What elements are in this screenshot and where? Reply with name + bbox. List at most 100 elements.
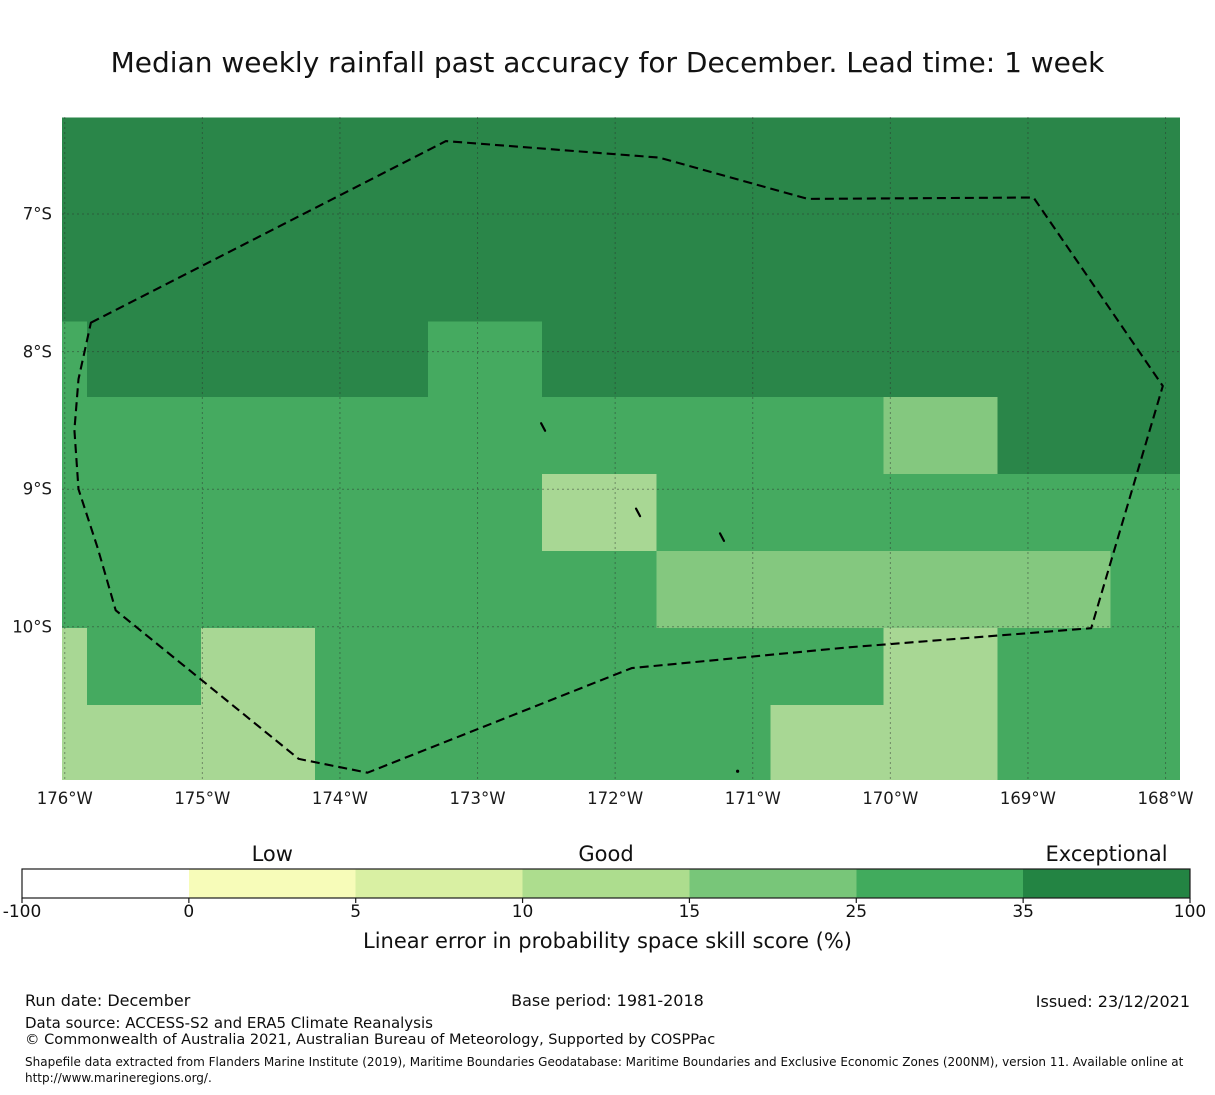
colorbar-tick-label: 100 — [1173, 902, 1207, 922]
map-cell — [770, 551, 885, 629]
map-cell — [656, 321, 772, 398]
x-tick-label: 174°W — [311, 789, 368, 808]
colorbar-frame — [21, 868, 1191, 899]
y-tick-label: 10°S — [12, 617, 52, 637]
colorbar-quality-label: Good — [578, 842, 634, 866]
map-cell — [997, 551, 1112, 629]
map-cell — [315, 705, 429, 781]
map-cell — [428, 474, 543, 552]
map-cell — [656, 628, 772, 706]
map-cell — [1110, 244, 1180, 322]
colorbar-segment — [22, 869, 190, 898]
colorbar-tick-label: 25 — [845, 902, 868, 922]
rainfall-skill-map — [62, 117, 1180, 781]
map-cell — [883, 705, 999, 781]
map-cell — [770, 321, 885, 398]
map-cell — [770, 167, 885, 245]
x-tick-label: 173°W — [449, 789, 506, 808]
map-cell — [62, 705, 88, 781]
colorbar-segment — [856, 869, 1024, 898]
map-cell — [428, 705, 543, 781]
map-cell — [428, 321, 543, 398]
map-cell — [86, 321, 202, 398]
map-cell — [200, 474, 316, 552]
map-cell — [200, 397, 316, 475]
map-cell — [86, 167, 202, 245]
footer-issued-date: Issued: 23/12/2021 — [1035, 992, 1190, 1011]
map-cell — [428, 117, 543, 168]
map-cell — [428, 628, 543, 706]
colorbar-tick-label: 0 — [183, 902, 195, 922]
colorbar-segment — [522, 869, 690, 898]
map-cell — [62, 551, 88, 629]
map-cell — [86, 474, 202, 552]
map-cell — [770, 244, 885, 322]
map-cell — [997, 244, 1112, 322]
colorbar-tick-label: 10 — [511, 902, 534, 922]
map-cell — [542, 551, 658, 629]
map-cell — [1110, 397, 1180, 475]
map-cell — [656, 705, 772, 781]
map-cell — [315, 244, 429, 322]
map-cell — [997, 628, 1112, 706]
colorbar — [21, 868, 1191, 903]
colorbar-tick-label: 5 — [350, 902, 362, 922]
map-cell — [62, 628, 88, 706]
map-cell — [997, 321, 1112, 398]
map-cell — [200, 117, 316, 168]
island-mark — [539, 422, 547, 432]
map-cell — [62, 244, 88, 322]
map-cell — [428, 167, 543, 245]
map-cell — [883, 551, 999, 629]
colorbar-tick-label: 15 — [678, 902, 701, 922]
x-tick-label: 176°W — [36, 789, 93, 808]
colorbar-segment — [188, 869, 357, 898]
map-cell — [1110, 628, 1180, 706]
map-cell — [997, 117, 1112, 168]
y-tick-label: 7°S — [22, 204, 52, 224]
x-tick-label: 170°W — [862, 789, 919, 808]
footer-data-source: Data source: ACCESS-S2 and ERA5 Climate … — [25, 1014, 433, 1032]
map-cell — [656, 244, 772, 322]
map-cell — [86, 628, 202, 706]
map-cell — [542, 628, 658, 706]
map-cell — [200, 628, 316, 706]
map-cell — [86, 117, 202, 168]
map-cell — [86, 551, 202, 629]
map-cell — [542, 397, 658, 475]
map-cell — [315, 167, 429, 245]
map-cell — [62, 321, 88, 398]
map-cell — [883, 321, 999, 398]
map-cell — [542, 705, 658, 781]
map-cell — [86, 244, 202, 322]
colorbar-tick-label: -100 — [2, 902, 42, 922]
footer-run-date: Run date: December — [25, 991, 191, 1010]
island-mark — [718, 532, 726, 542]
map-cell — [200, 244, 316, 322]
footer-shapefile-note: Shapefile data extracted from Flanders M… — [25, 1055, 1184, 1085]
map-cell — [770, 705, 885, 781]
island-mark — [634, 507, 642, 518]
map-cell — [200, 167, 316, 245]
map-cell — [86, 397, 202, 475]
map-cell — [315, 321, 429, 398]
map-cell — [542, 117, 658, 168]
footer-base-period: Base period: 1981-2018 — [511, 991, 704, 1010]
island-mark — [736, 769, 740, 773]
x-tick-label: 175°W — [174, 789, 231, 808]
map-cell — [770, 474, 885, 552]
colorbar-axis-label: Linear error in probability space skill … — [363, 929, 852, 953]
map-cell — [1110, 551, 1180, 629]
map-cell — [770, 117, 885, 168]
map-cell — [1110, 321, 1180, 398]
footer-copyright: © Commonwealth of Australia 2021, Austra… — [25, 1032, 716, 1048]
map-cell — [542, 474, 658, 552]
map-cell — [997, 167, 1112, 245]
map-cell — [1110, 117, 1180, 168]
colorbar-segment — [355, 869, 524, 898]
map-cell — [1110, 167, 1180, 245]
map-cell — [770, 628, 885, 706]
x-tick-label: 168°W — [1137, 789, 1194, 808]
map-cell — [62, 117, 88, 168]
